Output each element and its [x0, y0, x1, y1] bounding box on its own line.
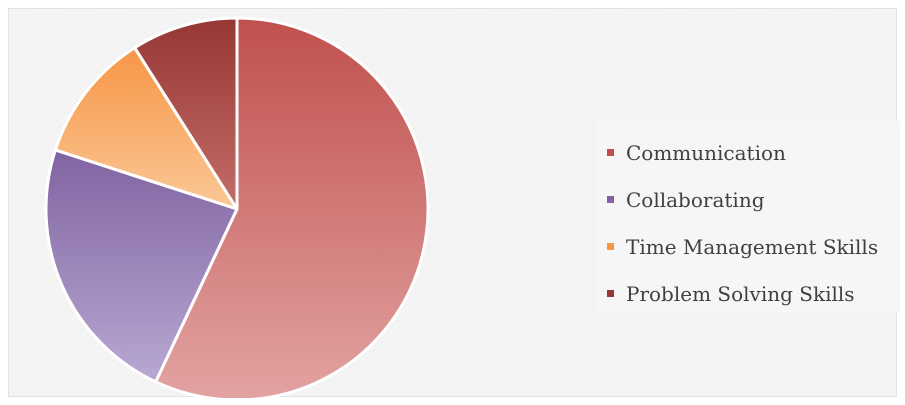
pie-slice-problem-solving-skills [133, 16, 239, 211]
legend-swatch-problem-solving-skills [607, 290, 614, 297]
pie-slice-communication [154, 16, 430, 398]
legend-swatch-time-management-skills [607, 243, 614, 250]
legend-item-communication: Communication [597, 129, 900, 176]
legend-swatch-collaborating [607, 196, 614, 203]
legend-swatch-communication [607, 149, 614, 156]
legend-item-problem-solving-skills: Problem Solving Skills [597, 270, 900, 317]
legend: Communication Collaborating Time Managem… [597, 121, 900, 313]
legend-label-collaborating: Collaborating [626, 187, 765, 212]
legend-label-time-management-skills: Time Management Skills [626, 234, 879, 259]
pie-slices [44, 16, 430, 398]
legend-item-time-management-skills: Time Management Skills [597, 223, 900, 270]
pie-chart [44, 16, 430, 398]
legend-item-collaborating: Collaborating [597, 176, 900, 223]
pie-slice-time-management-skills [53, 46, 239, 211]
legend-label-communication: Communication [626, 140, 786, 165]
chart-area: Communication Collaborating Time Managem… [8, 8, 900, 398]
pie-slice-collaborating [44, 148, 239, 384]
legend-label-problem-solving-skills: Problem Solving Skills [626, 281, 855, 306]
